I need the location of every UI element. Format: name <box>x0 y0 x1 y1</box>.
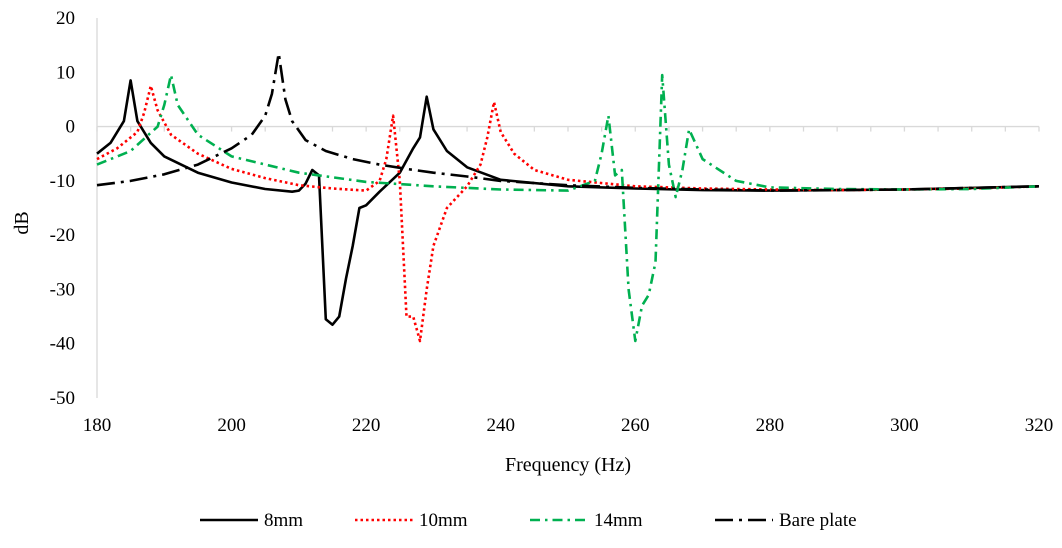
y-tick-label: -50 <box>50 388 75 409</box>
series-line-10mm <box>96 84 1040 343</box>
axes <box>96 18 1040 398</box>
x-tick-label: 260 <box>621 415 650 436</box>
legend-label: 10mm <box>419 510 468 531</box>
series-line-bare-plate <box>96 51 1040 192</box>
y-tick-label: 10 <box>56 62 75 83</box>
legend: 8mm 10mm 14mm Bare plate <box>200 510 857 531</box>
x-tick-label: 200 <box>217 415 246 436</box>
y-tick-label: -40 <box>50 334 75 355</box>
y-tick-labels: -50 -40 -30 -20 -10 0 10 20 <box>50 8 75 409</box>
y-axis-title: dB <box>11 211 33 234</box>
x-tick-label: 240 <box>486 415 515 436</box>
x-tick-labels: 180 200 220 240 260 280 300 320 <box>83 415 1054 436</box>
x-tick-label: 300 <box>890 415 919 436</box>
legend-label: 14mm <box>594 510 643 531</box>
series-lines <box>96 51 1040 343</box>
x-tick-label: 220 <box>352 415 381 436</box>
legend-label: Bare plate <box>779 510 857 531</box>
y-tick-label: 0 <box>66 117 76 138</box>
x-axis-title: Frequency (Hz) <box>505 454 631 476</box>
x-tick-label: 180 <box>83 415 112 436</box>
series-line-14mm <box>96 73 1040 343</box>
x-tick-marks <box>96 126 1040 132</box>
series-line-8mm <box>96 79 1040 327</box>
y-tick-label: -10 <box>50 171 75 192</box>
y-tick-label: -30 <box>50 279 75 300</box>
y-tick-label: -20 <box>50 225 75 246</box>
x-tick-label: 320 <box>1025 415 1054 436</box>
legend-label: 8mm <box>264 510 303 531</box>
y-tick-label: 20 <box>56 8 75 29</box>
x-tick-label: 280 <box>756 415 785 436</box>
